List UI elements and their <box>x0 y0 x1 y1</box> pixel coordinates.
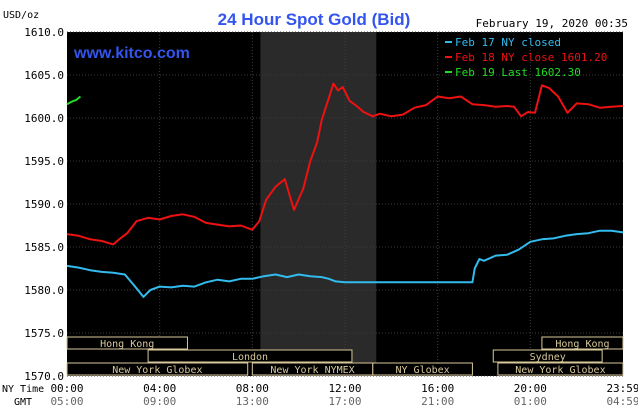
market-bar-2 <box>147 349 353 363</box>
nymex-session-band <box>260 32 377 376</box>
market-bar-3 <box>492 349 603 363</box>
market-bar-label-7: New York Globex <box>515 365 605 376</box>
timestamp: February 19, 2020 00:35 <box>476 17 628 30</box>
y-axis-label: USD/oz <box>3 10 39 21</box>
x-tick-label-ny-1: 04:00 <box>143 382 176 395</box>
legend-entry-0: Feb 17 NY closed <box>455 36 561 49</box>
series-line-2 <box>66 95 82 106</box>
market-bar-4 <box>66 362 249 376</box>
y-tick-label-3: 1595.0 <box>24 155 64 168</box>
y-tick-labels: 1610.0 1605.0 1600.0 1595.0 1590.0 1585.0 1580… <box>24 26 64 383</box>
series-lines <box>66 82 624 298</box>
x-tick-label-ny-4: 16:00 <box>421 382 454 395</box>
market-bar-label-5: New York NYMEX <box>270 365 354 376</box>
y-tick-label-5: 1585.0 <box>24 241 64 254</box>
x-tick-label-gmt-6: 04:59 <box>606 395 638 408</box>
y-tick-label-2: 1600.0 <box>24 112 64 125</box>
market-bar-0 <box>66 336 188 350</box>
y-tick-label-0: 1610.0 <box>24 26 64 39</box>
x-tick-label-gmt-4: 21:00 <box>421 395 454 408</box>
x-tick-label-gmt-5: 01:00 <box>514 395 547 408</box>
x-tick-label-gmt-0: 05:00 <box>50 395 83 408</box>
market-bar-label-0: Hong Kong <box>100 339 154 350</box>
y-tick-label-4: 1590.0 <box>24 198 64 211</box>
x-tick-label-ny-5: 20:00 <box>514 382 547 395</box>
x-tick-label-gmt-1: 09:00 <box>143 395 176 408</box>
market-bar-label-4: New York Globex <box>112 365 202 376</box>
y-tick-label-1: 1605.0 <box>24 69 64 82</box>
legend: Feb 17 NY closed Feb 18 NY close 1601.20 F… <box>445 36 607 79</box>
market-sessions: Hong Kong Hong Kong London Sydney New York G… <box>66 336 624 376</box>
x-axis-label-ny: NY Time <box>2 384 44 395</box>
chart-title: 24 Hour Spot Gold (Bid) <box>218 10 411 29</box>
market-bar-label-6: NY Globex <box>396 365 450 376</box>
x-axis-label-gmt: GMT <box>14 397 32 408</box>
market-bar-1 <box>541 336 624 350</box>
series-line-0 <box>66 229 624 298</box>
watermark: www.kitco.com <box>73 45 190 62</box>
x-tick-label-gmt-2: 13:00 <box>236 395 269 408</box>
legend-entry-1: Feb 18 NY close 1601.20 <box>455 51 607 64</box>
market-bar-6 <box>372 362 473 376</box>
y-tick-label-6: 1580.0 <box>24 284 64 297</box>
x-tick-label-ny-6: 23:59 <box>606 382 638 395</box>
market-bar-label-2: London <box>232 352 268 363</box>
series-line-1 <box>66 82 624 246</box>
y-tick-label-7: 1575.0 <box>24 327 64 340</box>
market-bar-label-3: Sydney <box>530 352 566 363</box>
legend-entry-2: Feb 19 Last 1602.30 <box>455 66 581 79</box>
market-bar-label-1: Hong Kong <box>555 339 609 350</box>
y-tick-label-8: 1570.0 <box>24 370 64 383</box>
x-tick-label-ny-2: 08:00 <box>236 382 269 395</box>
x-tick-label-gmt-3: 17:00 <box>328 395 361 408</box>
grid <box>67 31 623 377</box>
x-tick-label-ny-3: 12:00 <box>328 382 361 395</box>
market-bar-7 <box>497 362 624 376</box>
x-tick-label-ny-0: 00:00 <box>50 382 83 395</box>
